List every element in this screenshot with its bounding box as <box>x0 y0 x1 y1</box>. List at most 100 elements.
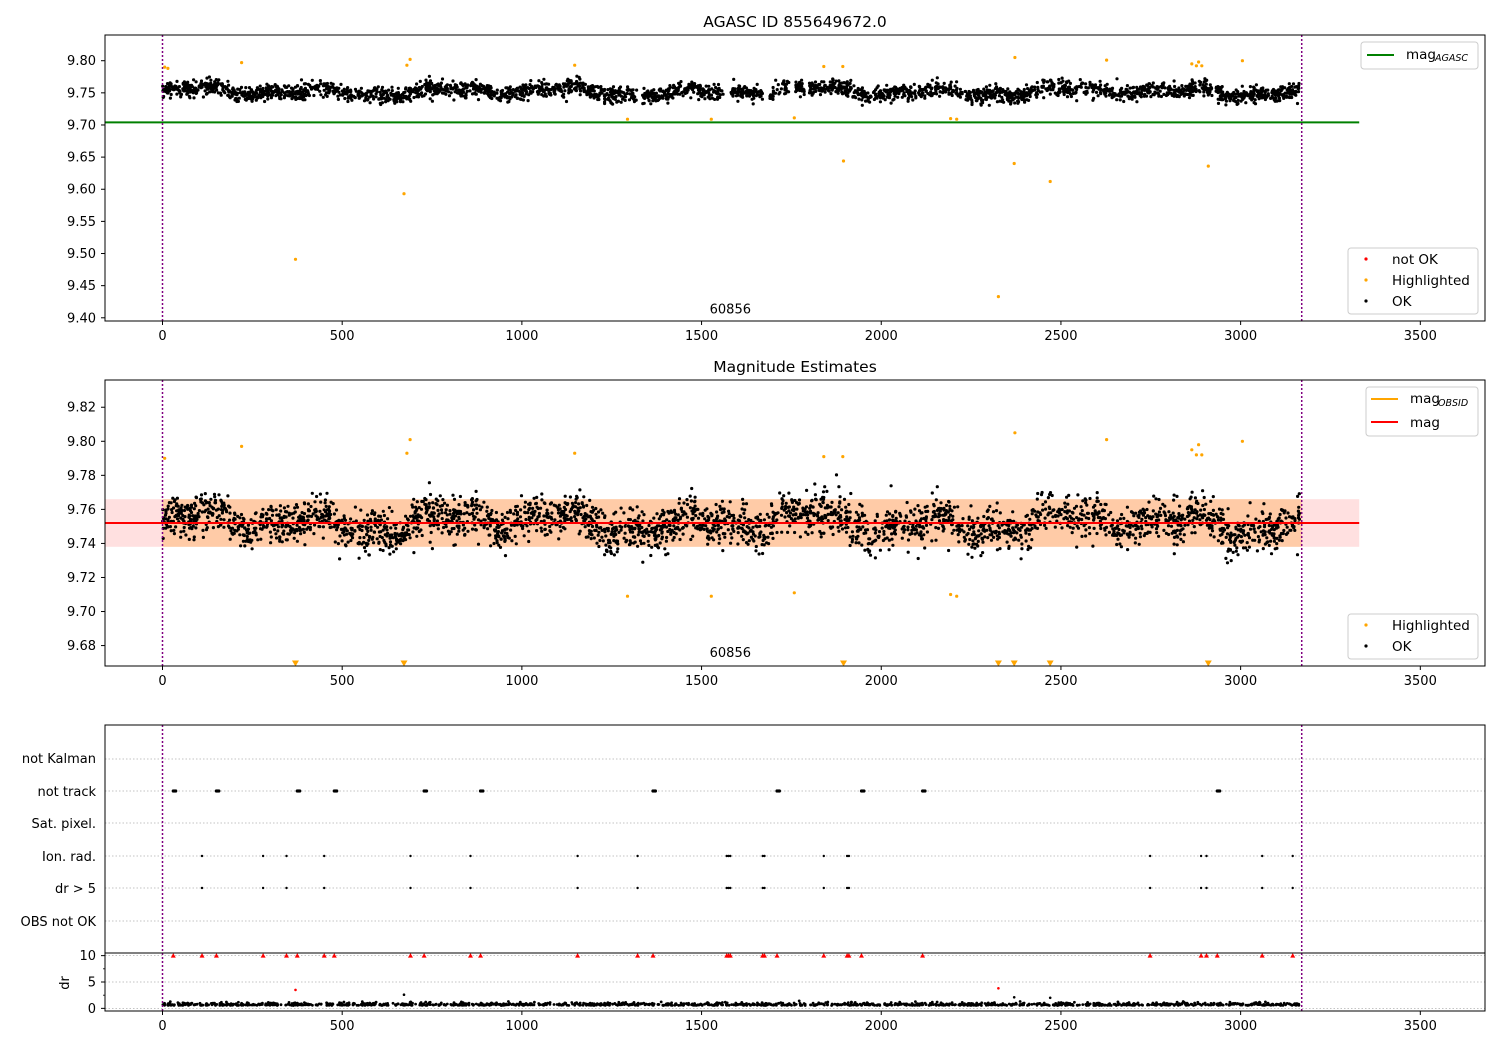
ok-point <box>628 98 631 101</box>
ok-point <box>1099 80 1102 83</box>
ok-point <box>1294 94 1297 97</box>
ok-point <box>714 86 717 89</box>
ok-point <box>212 526 215 529</box>
ok-point <box>1049 93 1052 96</box>
ok-point <box>1115 543 1118 546</box>
ok-point <box>1109 93 1112 96</box>
ok-point <box>604 534 607 537</box>
ok-point <box>1248 546 1251 549</box>
ok-point <box>412 88 415 91</box>
ok-point <box>814 80 817 83</box>
ok-point <box>825 490 828 493</box>
ok-point <box>1246 549 1249 552</box>
ok-point <box>715 503 718 506</box>
ok-point <box>1074 91 1077 94</box>
ok-point <box>235 100 238 103</box>
ok-point <box>966 553 969 556</box>
ok-point <box>275 536 278 539</box>
ok-point <box>372 541 375 544</box>
ok-point <box>812 90 815 93</box>
ok-point <box>742 538 745 541</box>
ok-point <box>787 81 790 84</box>
ok-point <box>931 79 934 82</box>
ok-point <box>437 527 440 530</box>
ok-point <box>984 97 987 100</box>
ok-point <box>755 94 758 97</box>
ok-point <box>392 550 395 553</box>
ok-point <box>1010 535 1013 538</box>
ok-point <box>651 92 654 95</box>
highlighted-point <box>163 66 166 69</box>
ok-point <box>381 101 384 104</box>
ok-point <box>193 507 196 510</box>
ok-point <box>409 88 412 91</box>
ok-point <box>362 536 365 539</box>
ok-point <box>703 517 706 520</box>
ok-point <box>512 92 515 95</box>
ok-point <box>637 533 640 536</box>
ok-point <box>752 102 755 105</box>
ok-point <box>325 505 328 508</box>
ok-point <box>655 512 658 515</box>
ok-point <box>1099 527 1102 530</box>
ok-point <box>360 87 363 90</box>
ok-point <box>457 530 460 533</box>
ok-point <box>1182 89 1185 92</box>
ok-point <box>761 98 764 101</box>
ok-point <box>902 84 905 87</box>
ok-point <box>559 85 562 88</box>
ok-point <box>202 536 205 539</box>
ok-point <box>478 504 481 507</box>
ok-point <box>615 101 618 104</box>
ok-point <box>1148 82 1151 85</box>
ok-point <box>1260 96 1263 99</box>
ok-point <box>713 98 716 101</box>
ok-point <box>265 83 268 86</box>
ok-point <box>546 509 549 512</box>
ok-point <box>891 88 894 91</box>
ok-point <box>334 540 337 543</box>
ok-point <box>504 516 507 519</box>
ok-point <box>683 87 686 90</box>
ok-point <box>349 539 352 542</box>
ok-point <box>1162 529 1165 532</box>
ok-point <box>1253 101 1256 104</box>
ok-point <box>1044 500 1047 503</box>
ok-point <box>951 532 954 535</box>
ok-point <box>837 530 840 533</box>
ok-point <box>490 86 493 89</box>
ok-point <box>1269 540 1272 543</box>
ok-point <box>1290 85 1293 88</box>
ok-point <box>1207 87 1210 90</box>
ok-point <box>384 100 387 103</box>
ok-point <box>892 98 895 101</box>
ok-point <box>863 549 866 552</box>
ok-point <box>690 487 693 490</box>
agasc-x-tick-label: 500 <box>330 329 355 344</box>
ok-point <box>875 97 878 100</box>
ok-point <box>1179 532 1182 535</box>
ok-point <box>1262 502 1265 505</box>
ok-point <box>1185 93 1188 96</box>
ok-point <box>426 89 429 92</box>
ok-point <box>276 93 279 96</box>
ok-point <box>1057 94 1060 97</box>
ok-point <box>336 95 339 98</box>
ok-point <box>1191 78 1194 81</box>
ok-point <box>649 102 652 105</box>
ok-point <box>919 530 922 533</box>
ok-point <box>1252 93 1255 96</box>
ok-point <box>715 510 718 513</box>
ok-point <box>1084 499 1087 502</box>
ok-point <box>595 93 598 96</box>
ok-point <box>809 91 812 94</box>
ok-point <box>1031 512 1034 515</box>
ok-point <box>1252 527 1255 530</box>
ok-point <box>918 85 921 88</box>
ok-point <box>1119 517 1122 520</box>
ok-point <box>443 502 446 505</box>
ok-point <box>1234 96 1237 99</box>
ok-point <box>415 91 418 94</box>
ok-point <box>1023 101 1026 104</box>
ok-point <box>902 93 905 96</box>
